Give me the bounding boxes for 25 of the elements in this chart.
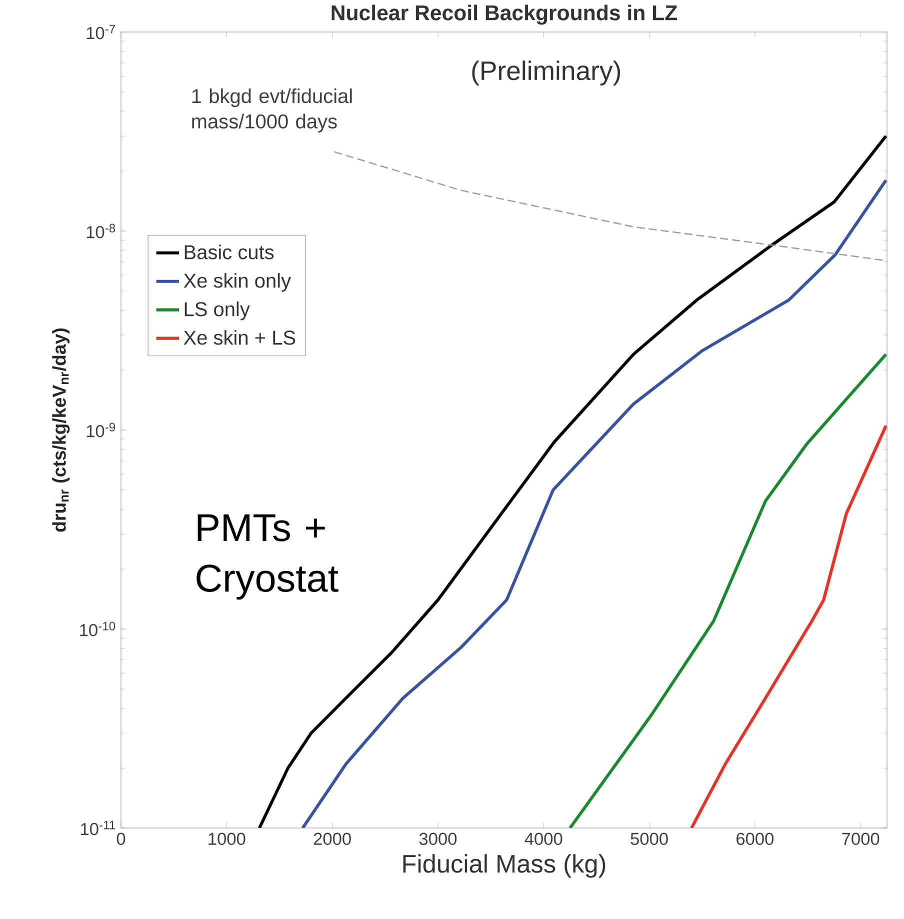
x-axis-title: Fiducial Mass (kg) [403,854,606,878]
x-tick-label: 2000 [314,832,351,846]
y-tick-label: 10$^{-9}$ [86,422,116,438]
y-axis-title: dru$_{nr}$ (cts/kg/keV$_{nr}$/day) [52,328,70,532]
legend-label: LS only [184,302,250,320]
legend-label: Xe skin only [184,273,291,292]
annotation: 1 bkgd evt/fiducial mass/1000 days [192,88,352,132]
annotation: (Preliminary) [472,60,620,86]
line-series [690,424,888,828]
legend-label: Basic cuts [184,244,274,260]
y-tick-label: 10$^{-8}$ [86,224,116,238]
legend-label: Xe skin + LS [184,330,296,345]
line-series [568,352,888,828]
y-tick-label: 10$^{-10}$ [80,622,116,636]
y-tick-label: 10$^{-7}$ [86,24,115,40]
x-tick-label: 3000 [419,832,457,846]
x-tick-label: 7000 [842,832,880,846]
y-tick-label: 10$^{-11}$ [81,820,116,836]
chart-title: Nuclear Recoil Backgrounds in LZ [332,4,678,25]
x-tick-label: 4000 [524,832,562,846]
x-tick-label: 5000 [630,832,668,846]
x-tick-label: 1000 [208,832,246,846]
annotation: PMTs + Cryostat [196,514,338,600]
x-tick-label: 0 [116,832,126,846]
x-tick-label: 6000 [736,832,774,846]
